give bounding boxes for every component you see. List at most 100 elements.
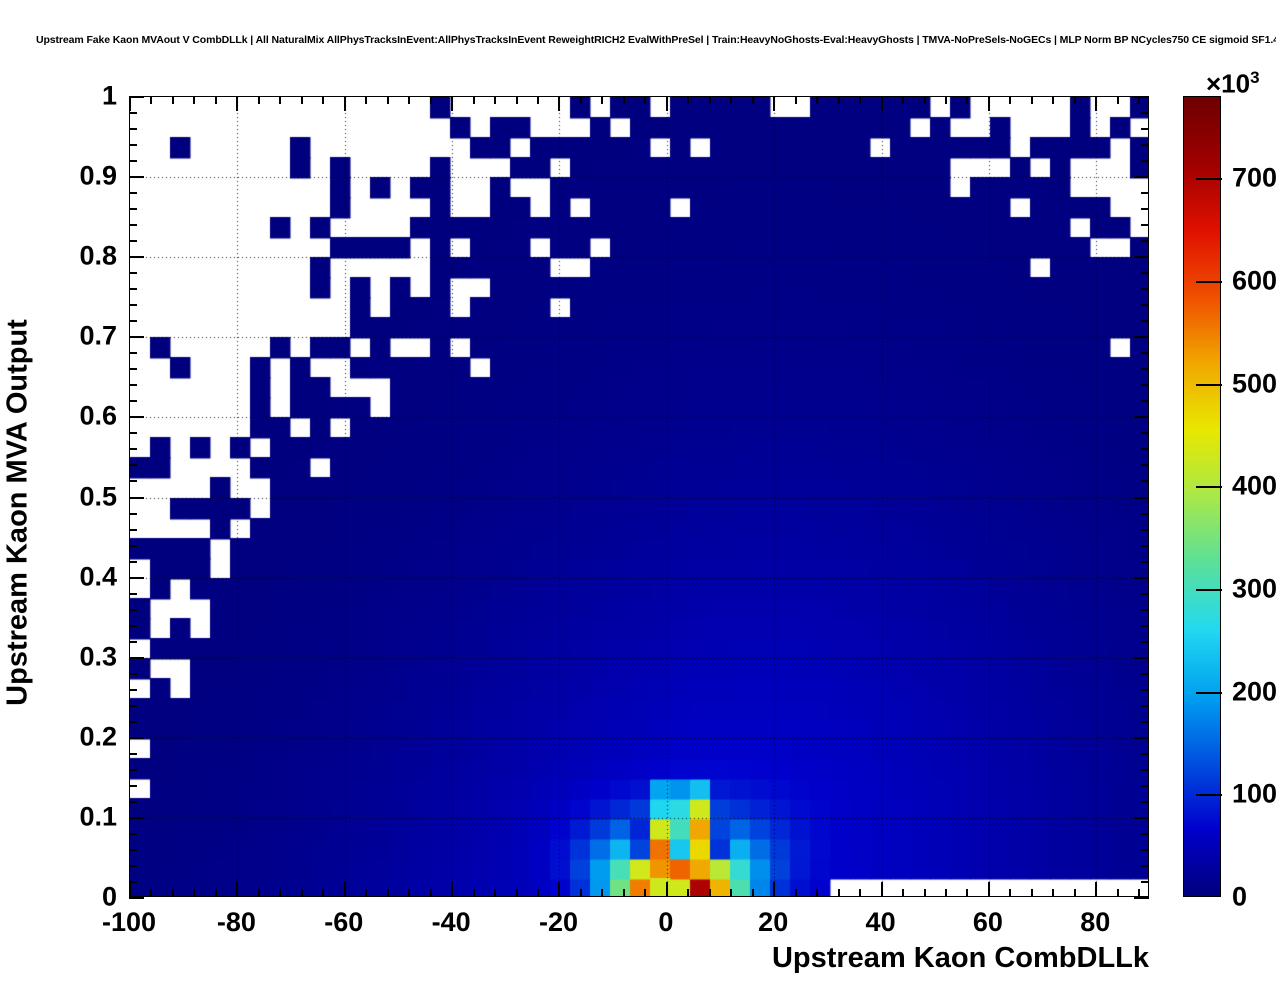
x-major-tick xyxy=(558,882,560,897)
x-minor-tick xyxy=(322,889,324,897)
y-minor-tick-right xyxy=(1141,545,1149,547)
x-tick-label: -60 xyxy=(324,907,364,937)
y-minor-tick xyxy=(129,865,137,867)
x-minor-tick xyxy=(580,889,582,897)
y-tick-label: 0.2 xyxy=(79,721,117,752)
x-minor-tick-top xyxy=(430,96,432,104)
y-major-tick xyxy=(129,897,144,899)
x-tick-label: 60 xyxy=(972,907,1003,937)
y-minor-tick-right xyxy=(1141,529,1149,531)
x-tick-label: -80 xyxy=(216,907,256,937)
x-minor-tick-top xyxy=(795,96,797,104)
x-major-tick xyxy=(773,882,775,897)
x-minor-tick xyxy=(193,889,195,897)
x-minor-tick-top xyxy=(1009,96,1011,104)
x-minor-tick-top xyxy=(215,96,217,104)
x-minor-tick xyxy=(537,889,539,897)
x-minor-tick-top xyxy=(258,96,260,104)
x-tick-label: -100 xyxy=(101,907,157,937)
y-major-tick xyxy=(129,817,144,819)
x-minor-tick-top xyxy=(859,96,861,104)
x-minor-tick xyxy=(795,889,797,897)
y-minor-tick-right xyxy=(1141,609,1149,611)
x-tick-label: -40 xyxy=(431,907,471,937)
plot-frame xyxy=(129,96,1149,897)
y-minor-tick xyxy=(129,721,137,723)
y-minor-tick xyxy=(129,833,137,835)
x-major-tick xyxy=(988,882,990,897)
x-minor-tick xyxy=(365,889,367,897)
x-minor-tick xyxy=(387,889,389,897)
y-minor-tick-right xyxy=(1141,641,1149,643)
x-minor-tick-top xyxy=(752,96,754,104)
color-scale-tick xyxy=(1196,589,1222,591)
y-minor-tick-right xyxy=(1141,240,1149,242)
y-minor-tick xyxy=(129,529,137,531)
x-minor-tick-top xyxy=(644,96,646,104)
y-major-tick xyxy=(129,256,144,258)
x-minor-tick xyxy=(279,889,281,897)
y-minor-tick-right xyxy=(1141,881,1149,883)
x-major-tick xyxy=(344,882,346,897)
x-minor-tick xyxy=(816,889,818,897)
x-minor-tick xyxy=(752,889,754,897)
x-major-tick-top xyxy=(451,96,453,111)
y-minor-tick-right xyxy=(1141,513,1149,515)
x-tick-label: 80 xyxy=(1080,907,1111,937)
heatmap-canvas xyxy=(130,97,1148,896)
y-minor-tick xyxy=(129,160,137,162)
y-minor-tick xyxy=(129,753,137,755)
y-minor-tick-right xyxy=(1141,849,1149,851)
x-minor-tick xyxy=(215,889,217,897)
y-major-tick-right xyxy=(1134,897,1149,899)
x-minor-tick xyxy=(945,889,947,897)
x-major-tick-top xyxy=(988,96,990,111)
y-minor-tick xyxy=(129,545,137,547)
y-major-tick xyxy=(129,416,144,418)
x-minor-tick-top xyxy=(387,96,389,104)
y-minor-tick-right xyxy=(1141,128,1149,130)
y-minor-tick xyxy=(129,304,137,306)
color-scale-tick xyxy=(1196,384,1222,386)
x-minor-tick-top xyxy=(580,96,582,104)
x-minor-tick-top xyxy=(279,96,281,104)
x-minor-tick-top xyxy=(193,96,195,104)
x-minor-tick-top xyxy=(322,96,324,104)
x-minor-tick xyxy=(1117,889,1119,897)
y-minor-tick xyxy=(129,400,137,402)
color-scale-tick-label: 400 xyxy=(1232,470,1276,501)
x-minor-tick-top xyxy=(301,96,303,104)
y-minor-tick-right xyxy=(1141,192,1149,194)
x-minor-tick xyxy=(924,889,926,897)
y-minor-tick xyxy=(129,352,137,354)
y-minor-tick xyxy=(129,448,137,450)
x-minor-tick xyxy=(859,889,861,897)
color-scale-tick xyxy=(1196,178,1222,180)
y-minor-tick xyxy=(129,208,137,210)
y-major-tick xyxy=(129,96,144,98)
y-major-tick xyxy=(129,176,144,178)
y-major-tick xyxy=(129,737,144,739)
x-minor-tick-top xyxy=(838,96,840,104)
y-minor-tick xyxy=(129,673,137,675)
y-minor-tick-right xyxy=(1141,112,1149,114)
x-minor-tick xyxy=(494,889,496,897)
y-minor-tick xyxy=(129,320,137,322)
y-minor-tick xyxy=(129,785,137,787)
x-minor-tick xyxy=(1052,889,1054,897)
x-minor-tick-top xyxy=(494,96,496,104)
x-minor-tick xyxy=(258,889,260,897)
x-minor-tick xyxy=(709,889,711,897)
y-minor-tick-right xyxy=(1141,368,1149,370)
x-minor-tick xyxy=(516,889,518,897)
y-minor-tick-right xyxy=(1141,208,1149,210)
y-minor-tick xyxy=(129,112,137,114)
y-minor-tick-right xyxy=(1141,721,1149,723)
y-minor-tick-right xyxy=(1141,625,1149,627)
x-axis-title: Upstream Kaon CombDLLk xyxy=(771,942,1149,974)
y-major-tick xyxy=(129,336,144,338)
y-major-tick-right xyxy=(1134,336,1149,338)
y-major-tick-right xyxy=(1134,416,1149,418)
color-scale-tick xyxy=(1196,486,1222,488)
y-minor-tick-right xyxy=(1141,833,1149,835)
